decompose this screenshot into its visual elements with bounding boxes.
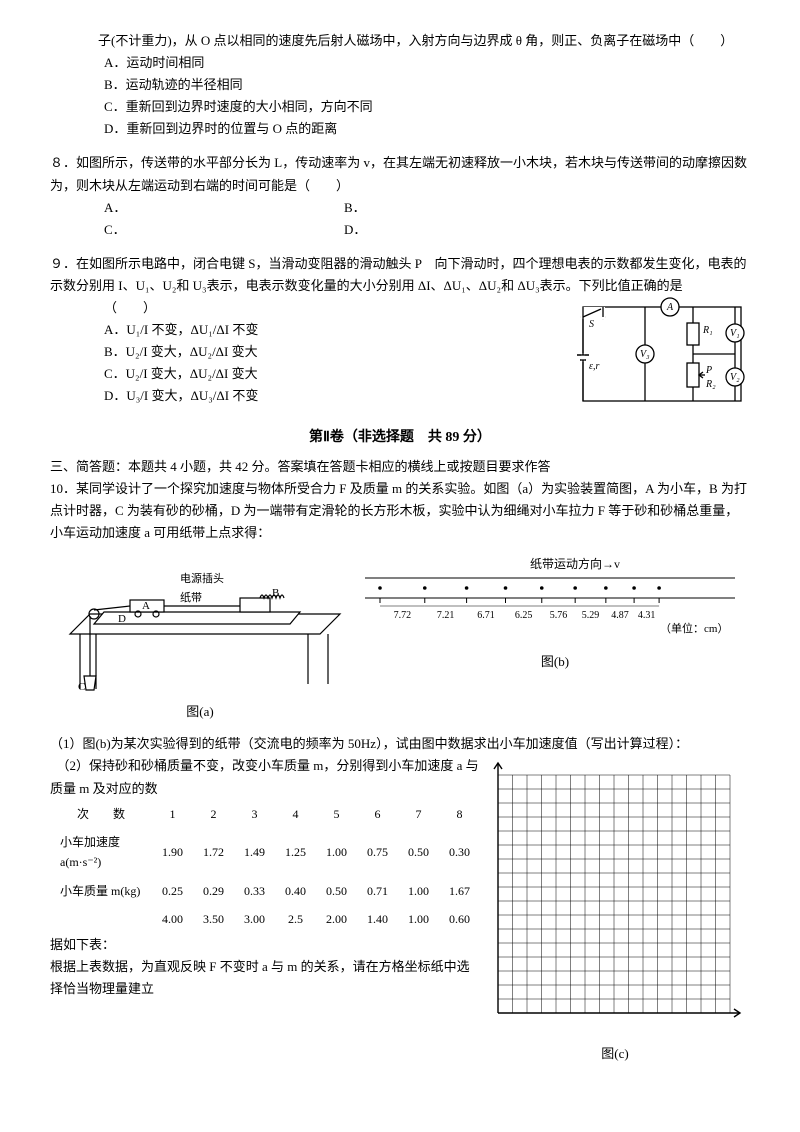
q8-option-d: D． (344, 219, 366, 241)
figure-b-caption: 图(b) (360, 651, 750, 673)
svg-text:ε,r: ε,r (589, 361, 599, 372)
q7-stem: 子(不计重力)，从 O 点以相同的速度先后射人磁场中，入射方向与边界成 θ 角，… (98, 30, 750, 52)
circuit-diagram: A V₃ V₁ V₂ R₁ R₂ P S ε,r (575, 297, 750, 412)
svg-text:C: C (78, 681, 85, 693)
table-row-header: 次 数 12345678 (50, 800, 480, 828)
svg-text:A: A (666, 302, 674, 313)
figure-a: 电源插头 纸带 A B C D 图(a) (50, 554, 350, 723)
table-row-extra: 4.003.503.002.52.001.401.000.60 (50, 905, 480, 933)
svg-text:R₁: R₁ (702, 325, 713, 336)
q9-stem: ９．在如图所示电路中，闭合电键 S，当滑动变阻器的滑动触头 P 向下滑动时，四个… (50, 253, 750, 297)
svg-text:纸带: 纸带 (180, 591, 202, 604)
svg-text:纸带运动方向→v: 纸带运动方向→v (530, 556, 620, 571)
svg-text:V₂: V₂ (730, 372, 740, 383)
question-9: ９．在如图所示电路中，闭合电键 S，当滑动变阻器的滑动触头 P 向下滑动时，四个… (50, 253, 750, 412)
graph-grid: 图(c) (480, 755, 750, 1064)
svg-text:4.87: 4.87 (611, 610, 629, 621)
svg-text:V₃: V₃ (640, 349, 650, 360)
q8-option-b: B． (344, 197, 366, 219)
figure-a-caption: 图(a) (50, 701, 350, 723)
q7-option-c: C．重新回到边界时速度的大小相同，方向不同 (104, 96, 750, 118)
data-table: 次 数 12345678 小车加速度 a(m·s⁻²) 1.901.721.49… (50, 800, 480, 934)
q8-stem: ８．如图所示，传送带的水平部分长为 L，传动速率为 v，在其左端无初速释放一小木… (50, 152, 750, 196)
svg-text:S: S (589, 319, 594, 330)
svg-text:A: A (142, 600, 150, 612)
q8-options-row1: A． B． (104, 197, 750, 219)
figure-b-svg: 纸带运动方向→v 7.72 7.21 6.71 6.25 5.76 5.29 4.87 4.3… (360, 554, 740, 644)
svg-text:5.76: 5.76 (550, 610, 568, 621)
svg-text:7.72: 7.72 (394, 610, 412, 621)
q8-option-c: C． (104, 219, 344, 241)
q8-option-a: A． (104, 197, 344, 219)
svg-text:R₂: R₂ (705, 379, 716, 390)
svg-text:6.71: 6.71 (477, 610, 495, 621)
figure-a-svg: 电源插头 纸带 A B C D (50, 554, 350, 694)
svg-text:P: P (705, 365, 712, 376)
svg-text:电源插头: 电源插头 (180, 571, 224, 585)
section-2-intro: 三、简答题：本题共 4 小题，共 42 分。答案填在答题卡相应的横线上或按题目要… (50, 456, 750, 478)
figure-c-caption: 图(c) (480, 1043, 750, 1065)
svg-text:（单位：cm）: （单位：cm） (660, 621, 728, 635)
q7-option-a: A．运动时间相同 (104, 52, 750, 74)
svg-text:7.21: 7.21 (437, 610, 455, 621)
svg-text:V₁: V₁ (730, 328, 740, 339)
svg-text:B: B (272, 587, 279, 599)
svg-text:4.31: 4.31 (638, 610, 656, 621)
figure-row-ab: 电源插头 纸带 A B C D 图(a) 纸带运动方向→v 7.72 7.21 6.… (50, 554, 750, 723)
svg-text:5.29: 5.29 (582, 610, 600, 621)
q7-option-d: D．重新回到边界时的位置与 O 点的距离 (104, 118, 750, 140)
q10-stem: 10．某同学设计了一个探究加速度与物体所受合力 F 及质量 m 的关系实验。如图… (50, 478, 750, 544)
q10-part1: （1）图(b)为某次实验得到的纸带（交流电的频率为 50Hz），试由图中数据求出… (50, 733, 750, 755)
question-7-tail: 子(不计重力)，从 O 点以相同的速度先后射人磁场中，入射方向与边界成 θ 角，… (50, 30, 750, 140)
table-row-m: 小车质量 m(kg) 0.250.290.330.400.500.711.001… (50, 877, 480, 905)
table-row-a: 小车加速度 a(m·s⁻²) 1.901.721.491.251.000.750… (50, 828, 480, 877)
section-2-title: 第Ⅱ卷（非选择题 共 89 分） (50, 426, 750, 450)
svg-text:D: D (118, 613, 126, 625)
figure-b: 纸带运动方向→v 7.72 7.21 6.71 6.25 5.76 5.29 4.87 4.3… (360, 554, 750, 673)
question-8: ８．如图所示，传送带的水平部分长为 L，传动速率为 v，在其左端无初速释放一小木… (50, 152, 750, 240)
q10-part2-wrap: 图(c) （2）保持砂和砂桶质量不变，改变小车质量 m，分别得到小车加速度 a … (50, 755, 750, 1064)
svg-text:6.25: 6.25 (515, 610, 533, 621)
q7-option-b: B．运动轨迹的半径相同 (104, 74, 750, 96)
q8-options-row2: C． D． (104, 219, 750, 241)
